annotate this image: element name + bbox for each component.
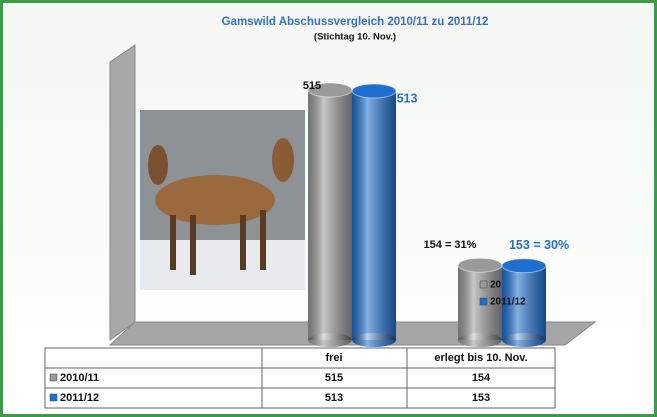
table-row-label: 2011/12 xyxy=(60,392,99,404)
value-label: 154 = 31% xyxy=(424,239,477,251)
table-cell: 513 xyxy=(325,392,343,404)
back-wall xyxy=(109,44,136,341)
cylinder-base-shade xyxy=(458,333,502,347)
cylinder-top xyxy=(351,83,397,99)
chart-subtitle: (Stichtag 10. Nov.) xyxy=(314,32,396,43)
table-cell: 153 xyxy=(472,392,490,404)
data-table xyxy=(44,347,556,409)
cylinder-base-shade xyxy=(502,333,546,347)
chart-title: Gamswild Abschussvergleich 2010/11 zu 20… xyxy=(222,16,489,28)
legend-label: 2011/12 xyxy=(490,297,526,308)
legend-swatch xyxy=(479,280,488,289)
cylinder-top xyxy=(457,257,503,273)
photo xyxy=(140,110,305,290)
table-header: frei xyxy=(325,352,342,364)
table-row-label: 2010/11 xyxy=(60,372,99,384)
value-label: 515 xyxy=(303,80,321,92)
table-header: erlegt bis 10. Nov. xyxy=(434,352,527,364)
cylinder-top xyxy=(501,258,547,274)
value-label: 513 xyxy=(397,91,418,105)
cylinder-shade xyxy=(308,90,352,340)
legend-swatch xyxy=(479,297,488,306)
cylinder-shade xyxy=(502,265,546,340)
table-cell: 154 xyxy=(472,372,491,384)
table-swatch xyxy=(49,373,58,382)
cylinder-base-shade xyxy=(308,333,352,347)
value-label: 153 = 30% xyxy=(509,238,569,252)
cylinder-shade xyxy=(352,90,396,340)
table-cell: 515 xyxy=(325,372,343,384)
cylinder-base-shade xyxy=(352,333,396,347)
table-swatch xyxy=(49,393,58,402)
